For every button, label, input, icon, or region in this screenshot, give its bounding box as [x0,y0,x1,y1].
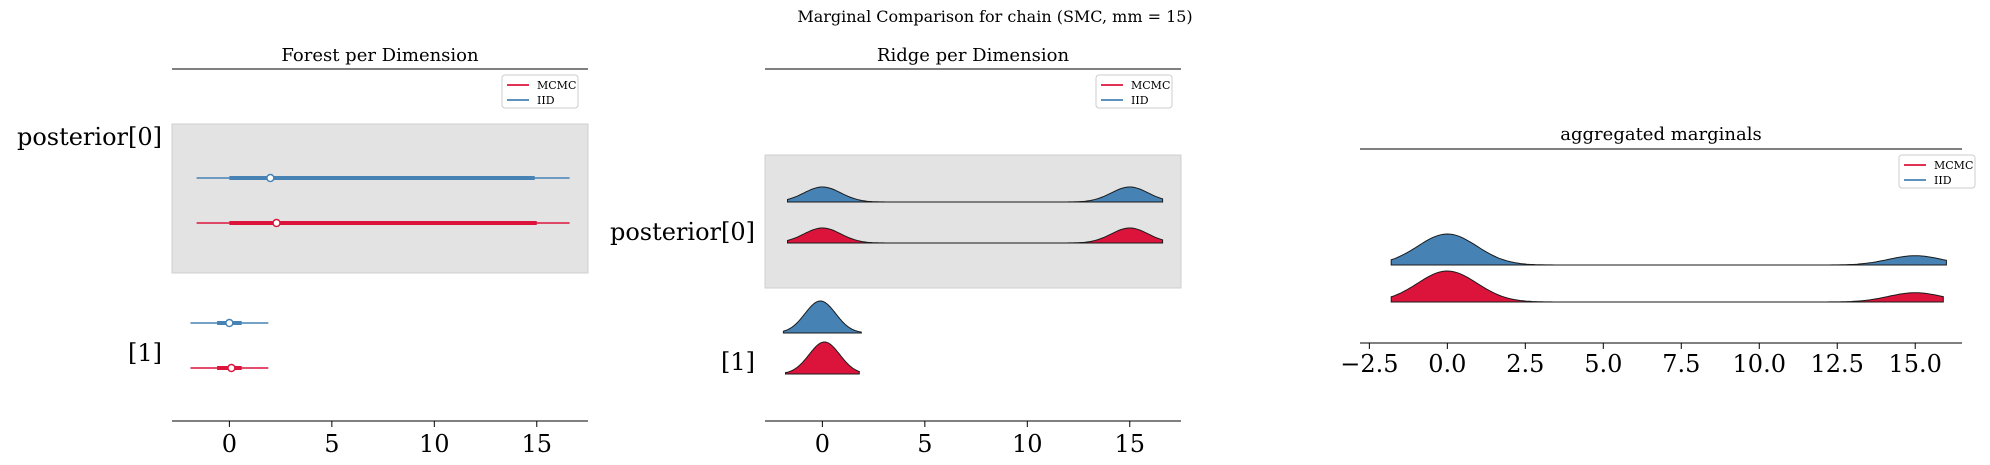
x-tick-label: 0 [222,430,237,458]
panel-2: Ridge per Dimension posterior[0] [1] 0 5 10 15… [610,45,1182,458]
legend: MCMC IID [501,74,579,109]
x-tick-label: 12.5 [1811,350,1864,378]
density-ridge [1390,233,1947,266]
x-tick-label: 10 [1012,430,1043,458]
row-band [171,123,589,274]
x-tick-label: 10 [419,430,450,458]
legend-label: IID [537,94,555,107]
legend: MCMC IID [1095,74,1173,109]
density-ridge [787,227,1164,244]
panel-title: Ridge per Dimension [877,45,1070,66]
density-ridge [787,186,1164,203]
point-estimate [266,173,275,183]
x-tick-label: 10.0 [1733,350,1786,378]
x-tick-label: 15 [1114,430,1145,458]
legend-label: MCMC [1131,79,1170,92]
point-estimate [225,318,234,328]
point-estimate [272,218,281,228]
panel-3: aggregated marginals −2.5 0.0 2.5 5.0 7.5 10.0… [1340,124,1976,378]
panel-title: Forest per Dimension [281,45,479,66]
x-tick-label: 5 [917,430,932,458]
y-tick-label: [1] [721,348,755,376]
x-tick-label: 15 [521,430,552,458]
panel-1: Forest per Dimension posterior[0] [1] 0 5 10 1… [17,45,589,458]
row-band [764,154,1182,289]
y-tick-label: posterior[0] [610,218,755,246]
y-tick-label: [1] [128,339,162,367]
x-tick-label: 5 [324,430,339,458]
legend: MCMC IID [1898,154,1976,189]
x-tick-label: 0 [815,430,830,458]
density-ridge [1390,270,1944,303]
density-ridge [785,341,860,375]
x-tick-label: 2.5 [1506,350,1544,378]
x-tick-label: 7.5 [1662,350,1700,378]
legend-label: MCMC [537,79,576,92]
legend-label: MCMC [1934,159,1973,172]
x-tick-label: 15.0 [1888,350,1941,378]
legend-label: IID [1934,174,1952,187]
point-estimate [227,363,236,373]
y-tick-label: posterior[0] [17,123,162,151]
x-tick-label: 0.0 [1428,350,1466,378]
legend-label: IID [1131,94,1149,107]
panel-title: aggregated marginals [1560,124,1761,145]
figure-title: Marginal Comparison for chain (SMC, mm =… [797,7,1192,26]
x-tick-label: −2.5 [1340,350,1398,378]
x-tick-label: 5.0 [1584,350,1622,378]
density-ridge [782,300,862,334]
